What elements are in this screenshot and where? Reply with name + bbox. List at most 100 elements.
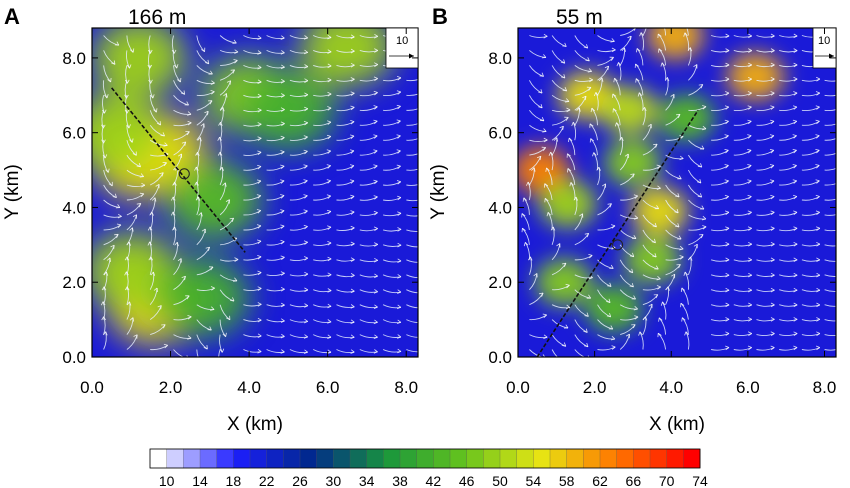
streamline-arrowhead: [702, 105, 707, 110]
streamline: [196, 349, 199, 357]
colorbar-label: 66: [626, 473, 642, 488]
streamline-arrowhead: [420, 305, 424, 309]
streamline-arrowhead: [633, 28, 637, 31]
streamline-arrowhead: [421, 275, 425, 279]
x-tick-label: 6.0: [736, 378, 760, 397]
streamline-arrowhead: [421, 212, 425, 216]
streamline-arrowhead: [815, 134, 820, 139]
streamline-arrowhead: [544, 183, 549, 188]
streamline-arrowhead: [350, 257, 355, 262]
streamline-arrowhead: [187, 315, 192, 320]
streamline-arrowhead: [564, 116, 569, 121]
streamline-arrowhead: [793, 302, 798, 308]
colorbar-cell: [666, 448, 684, 469]
streamline-arrowhead: [610, 38, 615, 43]
streamline-arrowhead: [420, 150, 424, 154]
streamline-arrowhead: [815, 149, 820, 154]
streamline-arrowhead: [770, 287, 775, 293]
streamline-arrowhead: [747, 105, 752, 110]
streamline-arrowhead: [589, 77, 594, 83]
streamline-arrowhead: [630, 173, 635, 178]
plot-frame: [517, 27, 837, 358]
streamline-arrowhead: [132, 214, 137, 219]
streamline-arrowhead: [611, 345, 616, 350]
streamline-arrowhead: [129, 138, 134, 143]
colorbar-cell: [183, 448, 201, 469]
colorbar-cell: [349, 448, 368, 469]
streamline-arrowhead: [839, 227, 843, 231]
streamline-arrowhead: [396, 149, 401, 154]
streamline-arrowhead: [839, 106, 843, 110]
streamline-arrowhead: [770, 194, 775, 200]
streamline-arrowhead: [747, 179, 752, 184]
streamline-arrowhead: [108, 181, 113, 187]
streamline-arrowhead: [584, 312, 589, 317]
streamline-arrowhead: [565, 283, 570, 289]
streamline-arrowhead: [677, 175, 682, 180]
streamline-arrowhead: [793, 210, 798, 216]
streamline-arrowhead: [607, 203, 612, 208]
streamline-arrowhead: [563, 324, 569, 329]
streamline-arrowhead: [374, 33, 379, 39]
streamline-arrowhead: [683, 32, 688, 37]
streamline-arrowhead: [665, 286, 670, 291]
streamline-arrowhead: [770, 33, 775, 39]
streamline-arrowhead: [770, 241, 775, 247]
streamline: [824, 138, 836, 141]
streamline-arrowhead: [350, 179, 355, 184]
streamline-arrowhead: [327, 225, 332, 230]
streamline-arrowhead: [769, 149, 775, 154]
streamline-arrowhead: [619, 136, 624, 141]
streamline-arrowhead: [584, 233, 590, 238]
streamline-arrowhead: [160, 132, 165, 137]
colorbar-cell: [449, 448, 468, 469]
streamline-arrowhead: [725, 302, 730, 308]
streamline-arrowhead: [593, 92, 599, 97]
field-blob: [623, 235, 681, 284]
streamline-arrowhead: [610, 224, 616, 229]
streamline-arrowhead: [105, 168, 110, 173]
streamline-arrowhead: [350, 91, 355, 96]
streamline-arrowhead: [195, 196, 201, 201]
streamline-arrowhead: [350, 210, 355, 215]
streamline: [642, 28, 647, 36]
streamline-arrowhead: [542, 354, 546, 357]
streamline-arrowhead: [679, 255, 684, 260]
field-blob: [604, 138, 662, 187]
streamline-arrowhead: [106, 257, 111, 262]
streamline-arrowhead: [698, 84, 704, 89]
streamline-arrowhead: [205, 246, 210, 252]
streamline-arrowhead: [396, 90, 402, 95]
streamline-arrowhead: [210, 286, 215, 291]
colorbar-cell: [283, 448, 301, 469]
streamline-arrowhead: [770, 48, 775, 53]
colorbar-label: 30: [326, 473, 342, 488]
streamline-arrowhead: [628, 268, 634, 274]
streamline-arrowhead: [839, 332, 843, 336]
streamline-arrowhead: [546, 212, 552, 217]
streamline-arrowhead: [816, 302, 821, 308]
streamline-arrowhead: [725, 76, 730, 82]
streamline-arrowhead: [839, 77, 843, 81]
streamline: [824, 259, 836, 262]
streamline-arrowhead: [200, 123, 205, 128]
streamline-arrowhead: [621, 47, 626, 52]
vortex-center-marker: [178, 168, 190, 180]
streamline-arrowhead: [612, 108, 617, 113]
streamline-arrowhead: [697, 193, 703, 198]
reference-vector-arrowhead: [829, 53, 834, 59]
y-tick-label: 2.0: [488, 273, 512, 292]
streamline-arrowhead: [110, 244, 115, 250]
streamline: [824, 229, 836, 232]
streamline-arrowhead: [185, 131, 190, 136]
streamline-arrowhead: [693, 64, 698, 69]
colorbar-cell: [416, 448, 434, 469]
streamline-arrowhead: [186, 355, 189, 357]
streamline-arrowhead: [304, 256, 309, 261]
streamline-arrowhead: [397, 289, 402, 294]
streamline: [824, 109, 836, 112]
streamline: [406, 214, 418, 217]
colorbar-label: 74: [692, 473, 708, 488]
streamline-arrowhead: [187, 335, 192, 340]
